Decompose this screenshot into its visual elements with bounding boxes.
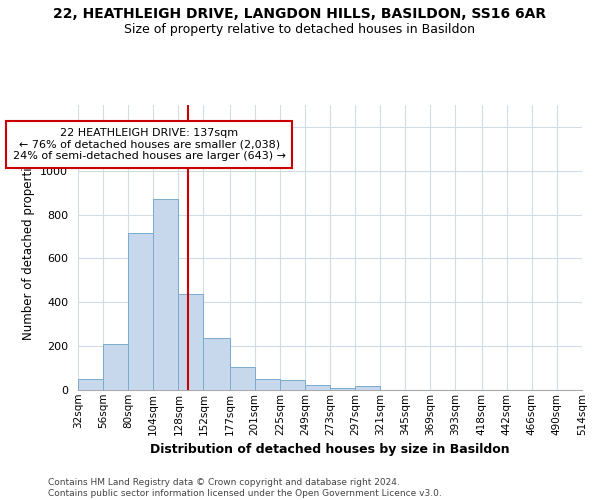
Bar [330, 388, 355, 390]
Bar [203, 338, 230, 390]
Y-axis label: Number of detached properties: Number of detached properties [22, 154, 35, 340]
Bar [178, 294, 203, 390]
Bar [305, 385, 330, 390]
Bar [355, 386, 380, 390]
Bar [255, 379, 280, 390]
Text: Size of property relative to detached houses in Basildon: Size of property relative to detached ho… [125, 22, 476, 36]
Text: 22 HEATHLEIGH DRIVE: 137sqm
← 76% of detached houses are smaller (2,038)
24% of : 22 HEATHLEIGH DRIVE: 137sqm ← 76% of det… [13, 128, 286, 161]
Bar [103, 344, 128, 390]
Bar [153, 200, 178, 390]
Text: Distribution of detached houses by size in Basildon: Distribution of detached houses by size … [150, 442, 510, 456]
Bar [230, 367, 255, 390]
Bar [128, 233, 153, 390]
Bar [78, 379, 103, 390]
Bar [280, 380, 305, 390]
Text: 22, HEATHLEIGH DRIVE, LANGDON HILLS, BASILDON, SS16 6AR: 22, HEATHLEIGH DRIVE, LANGDON HILLS, BAS… [53, 8, 547, 22]
Text: Contains HM Land Registry data © Crown copyright and database right 2024.
Contai: Contains HM Land Registry data © Crown c… [48, 478, 442, 498]
